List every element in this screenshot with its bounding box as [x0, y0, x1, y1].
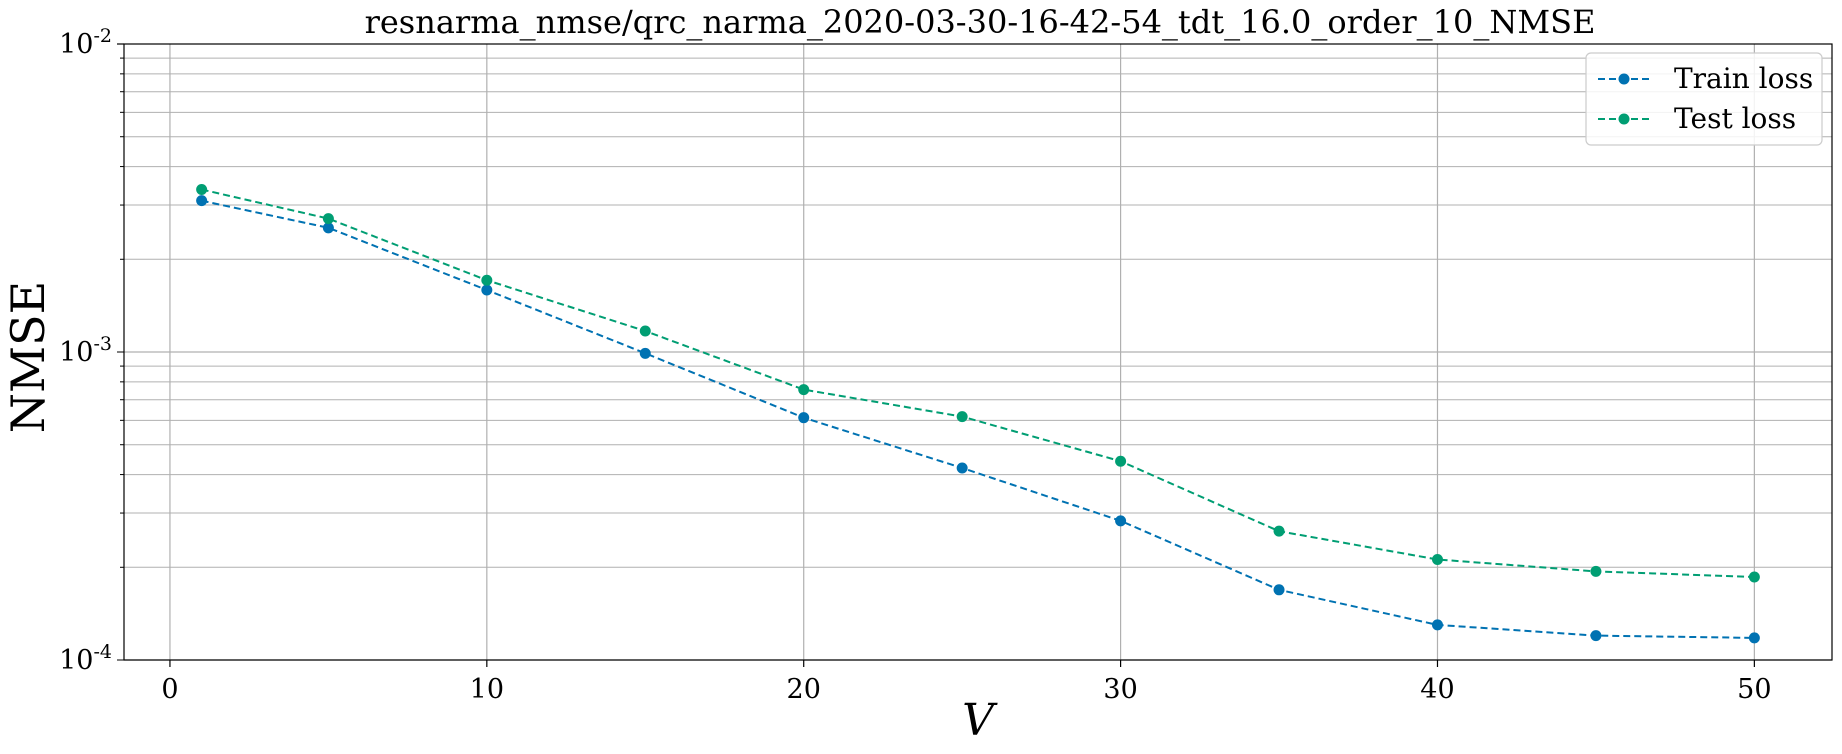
- legend-marker: [1618, 113, 1630, 125]
- y-tick-label: 10-2: [59, 25, 112, 60]
- data-point: [1115, 515, 1127, 527]
- data-point: [1748, 571, 1760, 583]
- grid: [124, 44, 1832, 661]
- data-point: [1431, 553, 1443, 565]
- data-point: [639, 325, 651, 337]
- y-axis-label: NMSE: [1, 281, 55, 433]
- axis-ticks: 0 10 20 30 40 50 10-4 10-3 10-2: [59, 25, 1771, 705]
- legend: Train loss Test loss: [1585, 52, 1823, 146]
- data-point: [1590, 630, 1602, 642]
- legend-label: Train loss: [1674, 62, 1813, 95]
- data-point: [481, 274, 493, 286]
- data-point: [798, 412, 810, 424]
- x-tick-label: 0: [161, 674, 178, 705]
- data-point: [639, 347, 651, 359]
- x-tick-label: 10: [470, 674, 504, 705]
- legend-item: Test loss: [1598, 102, 1796, 135]
- x-tick-label: 40: [1420, 674, 1454, 705]
- legend-item: Train loss: [1598, 62, 1813, 95]
- series-test-loss: [196, 183, 1760, 583]
- data-point: [1431, 619, 1443, 631]
- x-axis-label: V: [962, 695, 998, 746]
- series-train-loss: [196, 195, 1760, 644]
- data-point: [956, 462, 968, 474]
- data-point: [322, 213, 334, 225]
- data-point: [798, 384, 810, 396]
- legend-marker: [1618, 73, 1630, 85]
- data-point: [1273, 584, 1285, 596]
- x-tick-label: 30: [1103, 674, 1137, 705]
- data-point: [481, 284, 493, 296]
- series-layer: [196, 183, 1760, 644]
- data-point: [1748, 632, 1760, 644]
- y-tick-label: 10-3: [59, 333, 112, 368]
- data-point: [1273, 525, 1285, 537]
- data-point: [956, 411, 968, 423]
- data-point: [196, 183, 208, 195]
- y-tick-label: 10-4: [59, 641, 112, 676]
- x-tick-label: 20: [787, 674, 821, 705]
- legend-label: Test loss: [1674, 102, 1796, 135]
- data-point: [322, 222, 334, 234]
- data-point: [1590, 565, 1602, 577]
- data-point: [196, 195, 208, 207]
- x-tick-label: 50: [1737, 674, 1771, 705]
- data-point: [1115, 455, 1127, 467]
- legend-box: [1585, 52, 1823, 146]
- chart-title: resnarma_nmse/qrc_narma_2020-03-30-16-42…: [365, 3, 1596, 41]
